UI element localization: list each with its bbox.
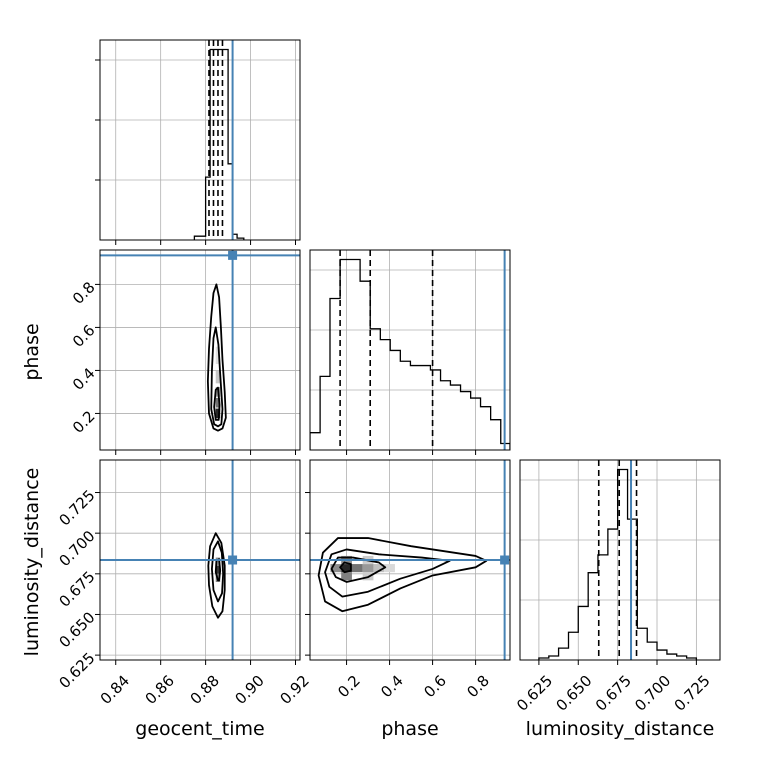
contour-line xyxy=(211,540,225,603)
contour-line xyxy=(330,556,387,583)
x-tick-label: 0.725 xyxy=(671,672,714,715)
density-panel-geocent-time-vs-phase xyxy=(100,250,300,450)
y-tick-label: 0.725 xyxy=(55,486,98,529)
contour-line xyxy=(206,283,227,432)
y-tick-label: 0.650 xyxy=(55,608,98,651)
density-cell xyxy=(215,370,221,384)
panel-frame-1-1 xyxy=(309,249,511,451)
density-cell xyxy=(330,564,342,573)
marginal-panel-geocent-time xyxy=(100,40,300,240)
x-tick-label: 0.90 xyxy=(232,672,268,708)
density-cell xyxy=(373,564,385,573)
truth-marker xyxy=(500,555,510,565)
x-tick-label: 0.84 xyxy=(97,672,133,708)
panel-frame-2-1 xyxy=(309,459,511,661)
x-tick-label: 0.88 xyxy=(187,672,223,708)
panel-frame-0-0 xyxy=(99,39,301,241)
y-tick-label: 0.2 xyxy=(69,407,99,437)
x-tick-label: 0.8 xyxy=(463,672,493,702)
density-cell xyxy=(351,564,363,573)
panel-frames xyxy=(95,39,721,665)
contour-line xyxy=(213,386,221,421)
x-tick-label: 0.650 xyxy=(552,672,595,715)
y-tick-label: 0.625 xyxy=(55,649,98,692)
y-tick-label: 0.700 xyxy=(55,527,98,570)
x-tick-label: 0.625 xyxy=(513,672,556,715)
y-tick-label: 0.675 xyxy=(55,568,98,611)
density-cell xyxy=(215,565,221,574)
axis-label-luminosity-distance-x: luminosity_distance xyxy=(526,718,715,740)
histogram-step xyxy=(310,258,510,450)
truth-marker xyxy=(228,555,238,565)
density-cell xyxy=(341,564,352,573)
truth-marker xyxy=(228,250,238,260)
histogram-step xyxy=(193,48,245,240)
contour-line xyxy=(324,548,451,598)
density-panel-geocent-time-vs-luminosity-distance xyxy=(100,460,300,660)
y-tick-label: 0.4 xyxy=(69,364,99,394)
density-cell xyxy=(341,572,352,581)
contour-line xyxy=(207,532,226,619)
marginal-panel-luminosity-distance xyxy=(520,460,720,660)
density-cell xyxy=(215,346,221,364)
marginal-panel-phase xyxy=(310,250,510,450)
density-cell xyxy=(362,564,374,573)
histogram-step xyxy=(538,468,698,660)
x-tick-label: 0.700 xyxy=(631,672,674,715)
y-tick-label: 0.8 xyxy=(69,278,99,308)
density-cell xyxy=(384,564,395,573)
axis-label-phase-y: phase xyxy=(21,323,43,380)
panel-frame-2-0 xyxy=(99,459,301,661)
axis-text: geocent_time phase luminosity_distance p… xyxy=(21,278,714,740)
panel-frame-1-0 xyxy=(99,249,301,451)
x-tick-label: 0.4 xyxy=(377,672,407,702)
x-tick-label: 0.6 xyxy=(420,672,450,702)
y-tick-label: 0.6 xyxy=(69,321,99,351)
contour-line xyxy=(210,326,224,428)
axis-label-phase-x: phase xyxy=(381,718,438,740)
density-panel-phase-vs-luminosity-distance xyxy=(310,460,510,660)
axis-label-luminosity-distance-y: luminosity_distance xyxy=(21,468,43,657)
density-cell xyxy=(215,557,221,566)
plot-content xyxy=(100,40,720,660)
contour-line xyxy=(339,561,352,574)
axis-label-geocent-time: geocent_time xyxy=(135,718,264,740)
x-tick-label: 0.92 xyxy=(276,672,312,708)
density-cell xyxy=(215,408,221,419)
panel-frame-2-2 xyxy=(519,459,721,661)
density-cell xyxy=(215,397,221,408)
x-tick-label: 0.86 xyxy=(142,672,178,708)
x-tick-label: 0.675 xyxy=(592,672,635,715)
x-tick-label: 0.2 xyxy=(334,672,364,702)
